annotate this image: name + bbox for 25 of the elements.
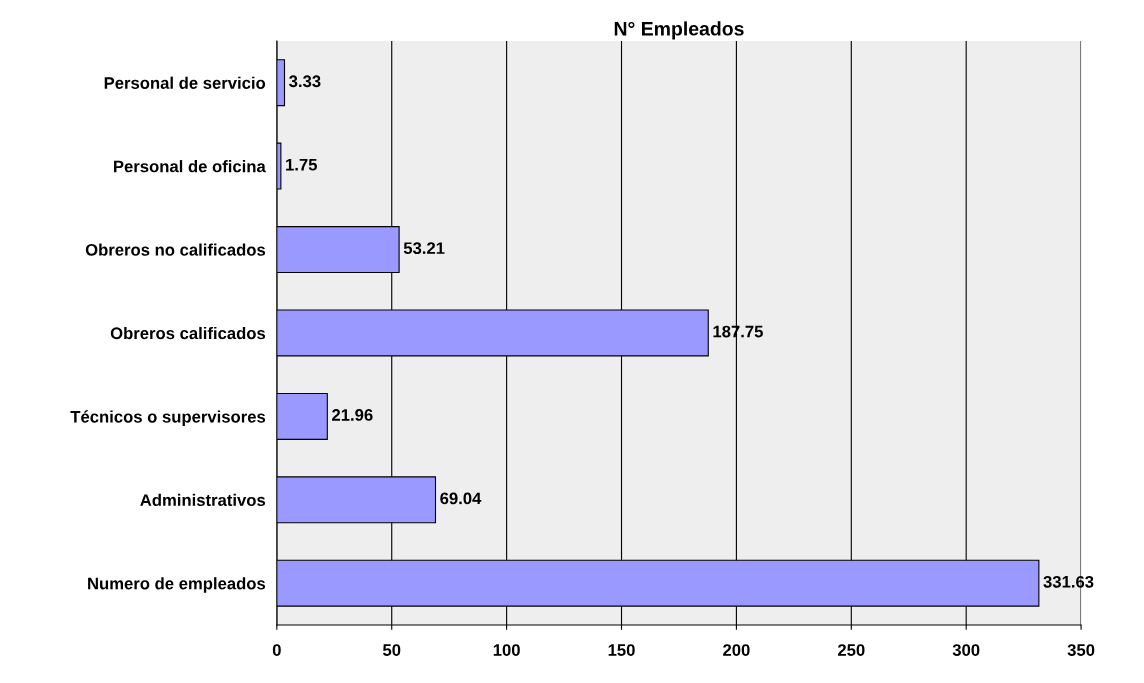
x-tick-label: 250	[837, 644, 865, 656]
bar	[276, 142, 282, 190]
y-tick-label: Personal de oficina	[114, 160, 266, 173]
data-label: 53.21	[403, 242, 445, 255]
x-tick-label: 200	[723, 644, 750, 656]
y-tick-label: Personal de servicio	[104, 76, 266, 89]
x-tick-label: 50	[382, 644, 401, 656]
x-tick-label: 350	[1067, 644, 1095, 656]
data-label: 331.63	[1043, 575, 1094, 588]
data-label: 21.96	[332, 409, 373, 421]
bar	[276, 59, 286, 107]
y-tick-label: Técnicos o supervisores	[70, 410, 266, 426]
data-label: 3.33	[289, 75, 321, 88]
chart-title: N° Empleados	[614, 21, 744, 40]
x-tick-label: 300	[952, 644, 980, 656]
x-tick-label: 0	[272, 644, 281, 656]
bar	[276, 392, 328, 440]
data-label: 69.04	[440, 492, 482, 505]
x-tick-label: 150	[608, 644, 635, 656]
y-tick-label: Obreros no calificados	[85, 243, 266, 256]
y-tick-label: Obreros calificados	[110, 326, 266, 340]
data-label: 1.75	[286, 158, 318, 171]
y-tick-label: Administrativos	[140, 493, 266, 507]
y-tick-label: Numero de empleados	[88, 577, 266, 593]
x-tick-label: 100	[493, 644, 520, 656]
